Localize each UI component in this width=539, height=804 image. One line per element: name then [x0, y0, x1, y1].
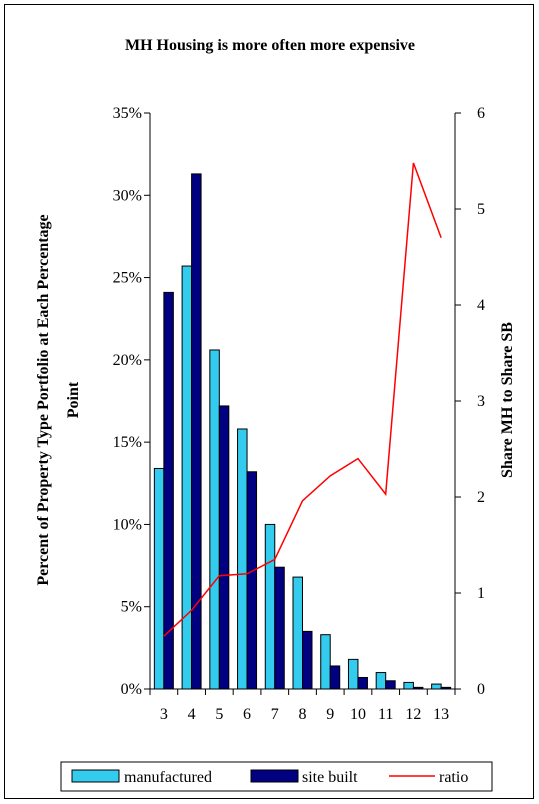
legend-label-site-built: site built: [302, 769, 358, 786]
left-axis-label-line1: Percent of Property Type Portfolio at Ea…: [35, 214, 52, 585]
left-axis-label-line2: Point: [65, 381, 82, 418]
bar-site-built-10: [357, 676, 368, 690]
x-tick-label: 13: [433, 706, 449, 723]
right-tick-label: 5: [477, 201, 485, 218]
bar-manufactured-13: [431, 683, 442, 690]
left-tick-label: 20%: [113, 352, 142, 369]
left-tick-label: 5%: [121, 599, 142, 616]
right-axis-label: Share MH to Share SB: [499, 322, 516, 478]
series-line-ratio: [163, 162, 442, 637]
bar-manufactured-4: [181, 265, 193, 690]
bar-manufactured-5: [209, 349, 220, 690]
left-tick-label: 25%: [113, 270, 142, 287]
bar-manufactured-3: [153, 467, 165, 690]
right-tick-label: 3: [477, 393, 485, 410]
bar-site-built-7: [274, 566, 285, 690]
legend: manufactured site built ratio: [60, 761, 493, 792]
bar-site-built-4: [191, 173, 202, 690]
right-tick-label: 1: [477, 585, 485, 602]
left-axis-label: Percent of Property Type Portfolio at Ea…: [35, 214, 82, 585]
left-tick-label: 10%: [113, 516, 142, 533]
bar-manufactured-6: [237, 428, 248, 690]
x-tick-label: 11: [378, 706, 393, 723]
bar-manufactured-11: [375, 672, 387, 690]
x-tick-label: 6: [243, 706, 251, 723]
left-tick-label: 0%: [121, 681, 142, 698]
legend-swatch-manufactured: [71, 769, 120, 783]
x-tick-label: 9: [326, 706, 334, 723]
bar-site-built-11: [385, 680, 396, 690]
bar-manufactured-7: [264, 523, 276, 690]
legend-label-ratio: ratio: [439, 769, 468, 786]
bar-site-built-8: [302, 630, 313, 690]
bar-site-built-6: [246, 471, 258, 690]
left-tick-label: 15%: [113, 434, 142, 451]
left-tick-label: 30%: [113, 187, 142, 204]
bar-manufactured-8: [292, 576, 303, 690]
bar-site-built-9: [329, 665, 341, 690]
right-tick-label: 0: [477, 681, 485, 698]
left-tick-label: 35%: [113, 105, 142, 122]
right-tick-label: 6: [477, 105, 485, 122]
x-tick-label: 7: [271, 706, 279, 723]
right-tick-label: 4: [477, 297, 485, 314]
x-tick-label: 5: [215, 706, 223, 723]
legend-label-manufactured: manufactured: [124, 769, 212, 786]
x-tick-label: 3: [160, 706, 168, 723]
bar-site-built-5: [218, 405, 230, 690]
x-tick-label: 8: [299, 706, 307, 723]
x-tick-label: 4: [188, 706, 196, 723]
x-tick-label: 12: [405, 706, 421, 723]
legend-swatch-site-built: [250, 769, 299, 783]
bar-manufactured-12: [403, 681, 414, 690]
bar-manufactured-9: [320, 634, 331, 690]
x-tick-label: 10: [350, 706, 366, 723]
chart-title: MH Housing is more often more expensive: [125, 37, 415, 54]
right-axis-label-text: Share MH to Share SB: [499, 322, 516, 478]
right-tick-label: 2: [477, 489, 485, 506]
bar-manufactured-10: [347, 658, 359, 690]
